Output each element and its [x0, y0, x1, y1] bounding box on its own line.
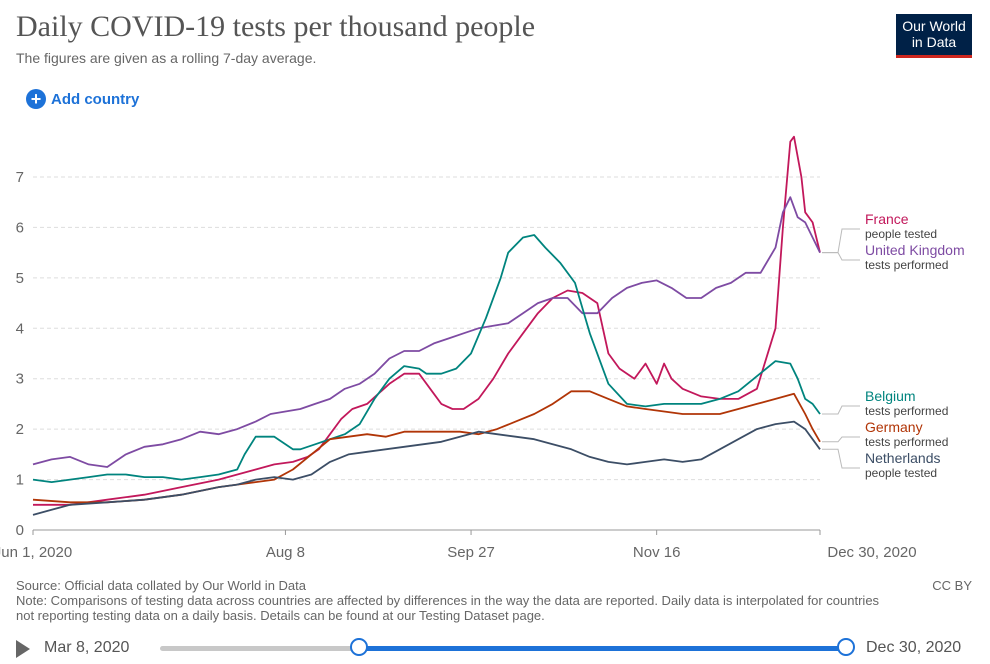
note-line-2: not reporting testing data on a daily ba…	[16, 608, 545, 623]
legend-detail: tests performed	[865, 258, 948, 272]
series-line-germany	[32, 390, 821, 504]
chart-subtitle: The figures are given as a rolling 7-day…	[16, 50, 317, 66]
legend-label: Netherlands	[865, 450, 941, 466]
x-tick-label: Aug 8	[266, 544, 305, 561]
legend-connector	[822, 228, 860, 254]
timeline-end-handle[interactable]	[837, 638, 855, 656]
timeline-selected-range	[358, 646, 846, 651]
legend-connector	[822, 252, 860, 261]
y-tick-label: 4	[16, 320, 24, 337]
legend-connector	[822, 436, 860, 443]
legend-label: France	[865, 211, 909, 227]
legend-label: Germany	[865, 419, 923, 435]
y-tick-label: 6	[16, 219, 24, 236]
add-country-label: Add country	[51, 90, 140, 108]
y-tick-label: 5	[16, 270, 24, 287]
legend-detail: tests performed	[865, 435, 948, 449]
note-line-1: Note: Comparisons of testing data across…	[16, 593, 880, 608]
timeline-end-label: Dec 30, 2020	[866, 639, 962, 656]
logo-line-1: Our World	[902, 18, 966, 34]
x-tick-label: Nov 16	[633, 544, 681, 561]
y-tick-label: 3	[16, 371, 24, 388]
series-line-netherlands	[32, 420, 821, 516]
timeline-start-handle[interactable]	[349, 638, 368, 656]
x-tick-label: Jun 1, 2020	[0, 544, 72, 561]
timeline-start-label: Mar 8, 2020	[44, 639, 130, 656]
chart-footer: Source: Official data collated by Our Wo…	[16, 578, 976, 623]
y-tick-label: 0	[16, 522, 24, 539]
owid-logo[interactable]: Our World in Data	[896, 14, 972, 58]
y-tick-label: 2	[16, 421, 24, 438]
line-chart: 0 1 2 3 4 5 6 7 Jun 1, 2020 Aug 8 Sep 27 Nov 16 Dec …	[0, 135, 965, 561]
series-line-belgium	[32, 234, 821, 483]
legend-connector	[822, 448, 860, 469]
add-country-button[interactable]: + Add country	[26, 89, 139, 109]
source-text: Source: Official data collated by Our Wo…	[16, 578, 306, 593]
y-tick-label: 1	[16, 472, 24, 489]
legend-label: United Kingdom	[865, 242, 965, 258]
x-tick-label: Sep 27	[447, 544, 495, 561]
legend-detail: people tested	[865, 466, 937, 480]
chart-title: Daily COVID-19 tests per thousand people	[16, 10, 536, 43]
plus-circle-icon: +	[26, 89, 46, 109]
x-tick-label: Dec 30, 2020	[827, 544, 916, 561]
legend-detail: people tested	[865, 227, 937, 241]
logo-line-2: in Data	[911, 34, 957, 50]
series-line-united-kingdom	[32, 196, 821, 468]
legend-label: Belgium	[865, 388, 916, 404]
legend-connector	[822, 405, 860, 415]
series-line-france	[33, 135, 821, 506]
timeline-slider: Mar 8, 2020 Dec 30, 2020	[0, 632, 990, 664]
y-tick-label: 7	[16, 169, 24, 186]
legend-detail: tests performed	[865, 404, 948, 418]
play-icon[interactable]	[16, 640, 30, 658]
license-link[interactable]: CC BY	[932, 578, 972, 593]
